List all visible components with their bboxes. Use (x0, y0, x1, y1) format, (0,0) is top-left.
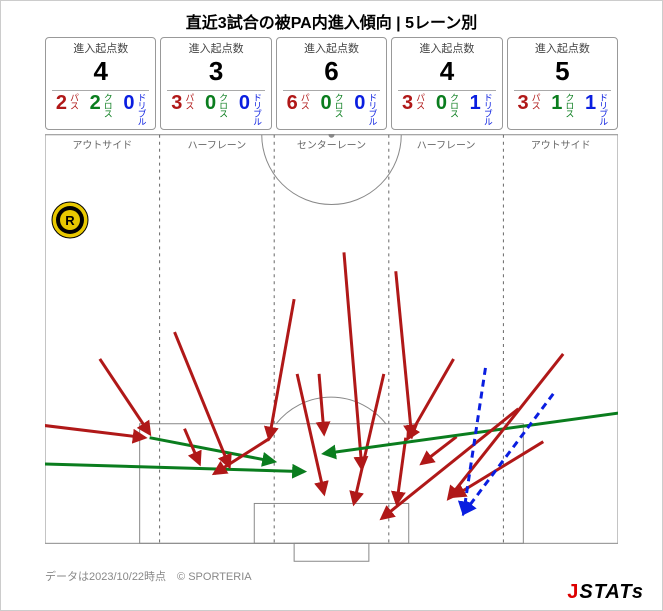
svg-text:ハーフレーン: ハーフレーン (417, 140, 476, 151)
svg-text:ハーフレーン: ハーフレーン (188, 140, 247, 151)
stat-card-half-right: 進入起点数4 3パス 0クロス 1ドリブル (391, 37, 502, 130)
stat-label: 進入起点数 (48, 40, 153, 57)
pass-count: 3 (171, 93, 182, 113)
arrow-pass (100, 359, 150, 434)
team-badge: R (51, 201, 89, 239)
cross-count: 0 (205, 93, 216, 113)
dribble-label: ドリブル (137, 93, 146, 125)
stat-breakdown: 3パス1クロス1ドリブル (510, 93, 615, 127)
stat-total: 4 (394, 57, 499, 86)
pass-count: 3 (402, 93, 413, 113)
stat-breakdown: 3パス0クロス0ドリブル (163, 93, 268, 127)
stat-card-outside-left: 進入起点数42パス2クロス0ドリブル (45, 37, 156, 130)
logo-j: J (567, 581, 579, 603)
arrow-pass (449, 354, 564, 498)
cross-label: クロス (103, 93, 112, 117)
pass-label: パス (415, 93, 424, 109)
chart-title: 直近3試合の被PA内進入傾向 | 5レーン別 (1, 1, 662, 37)
pass-label: パス (531, 93, 540, 109)
cross-label: クロス (218, 93, 227, 117)
pass-count: 6 (287, 93, 298, 113)
field-svg: アウトサイド ハーフレーン センターレーン ハーフレーン アウトサイド (45, 134, 618, 564)
dribble-count: 1 (585, 93, 596, 113)
stat-breakdown: 2パス2クロス0ドリブル (48, 93, 153, 127)
cross-count: 0 (320, 93, 331, 113)
dribble-label: ドリブル (252, 93, 261, 125)
stat-card-center: 進入起点数66パス0クロス0ドリブル (276, 37, 387, 130)
dribble-label: ドリブル (483, 93, 492, 125)
stat-total: 5 (510, 57, 615, 86)
arrow-cross (150, 437, 275, 461)
cross-count: 0 (436, 93, 447, 113)
arrow-pass (45, 423, 145, 437)
dribble-count: 0 (354, 93, 365, 113)
dribble-label: ドリブル (598, 93, 607, 125)
svg-text:アウトサイド: アウトサイド (531, 139, 591, 151)
svg-text:センターレーン: センターレーン (297, 139, 366, 151)
pass-label: パス (300, 93, 309, 109)
root: 直近3試合の被PA内進入傾向 | 5レーン別 進入起点数42パス2クロス0ドリブ… (0, 0, 663, 611)
cross-count: 2 (90, 93, 101, 113)
cross-label: クロス (449, 93, 458, 117)
dribble-count: 1 (470, 93, 481, 113)
pass-count: 3 (517, 93, 528, 113)
svg-text:R: R (65, 213, 75, 228)
stat-label: 進入起点数 (394, 40, 499, 57)
cross-count: 1 (551, 93, 562, 113)
pass-count: 2 (56, 93, 67, 113)
stat-breakdown: 3パス 0クロス 1ドリブル (394, 93, 499, 127)
arrow-pass (408, 359, 454, 439)
field-area: アウトサイド ハーフレーン センターレーン ハーフレーン アウトサイド (45, 134, 618, 564)
arrow-pass (319, 374, 324, 434)
jstats-logo: JSTATs (567, 581, 644, 604)
cross-label: クロス (564, 93, 573, 117)
stat-total: 6 (279, 57, 384, 86)
pass-label: パス (69, 93, 78, 109)
svg-text:アウトサイド: アウトサイド (72, 139, 132, 151)
pass-label: パス (184, 93, 193, 109)
arrow-pass (344, 252, 362, 468)
arrow-dribble (464, 393, 554, 513)
stat-label: 進入起点数 (510, 40, 615, 57)
stat-label: 進入起点数 (163, 40, 268, 57)
stat-breakdown: 6パス0クロス0ドリブル (279, 93, 384, 127)
arrow-pass (396, 271, 412, 436)
dribble-count: 0 (239, 93, 250, 113)
dribble-count: 0 (123, 93, 134, 113)
footer-text: データは2023/10/22時点 © SPORTERIA (1, 564, 662, 584)
logo-rest: STATs (579, 581, 644, 604)
cross-label: クロス (334, 93, 343, 117)
stat-total: 4 (48, 57, 153, 86)
dribble-label: ドリブル (367, 93, 376, 125)
stats-row: 進入起点数42パス2クロス0ドリブル進入起点数33パス0クロス0ドリブル進入起点… (1, 37, 662, 130)
stat-total: 3 (163, 57, 268, 86)
stat-label: 進入起点数 (279, 40, 384, 57)
arrow-pass (397, 437, 406, 503)
stat-card-half-left: 進入起点数33パス0クロス0ドリブル (160, 37, 271, 130)
arrow-dribble (464, 368, 486, 513)
arrow-cross (45, 463, 304, 471)
stat-card-outside-right: 進入起点数53パス1クロス1ドリブル (507, 37, 618, 130)
